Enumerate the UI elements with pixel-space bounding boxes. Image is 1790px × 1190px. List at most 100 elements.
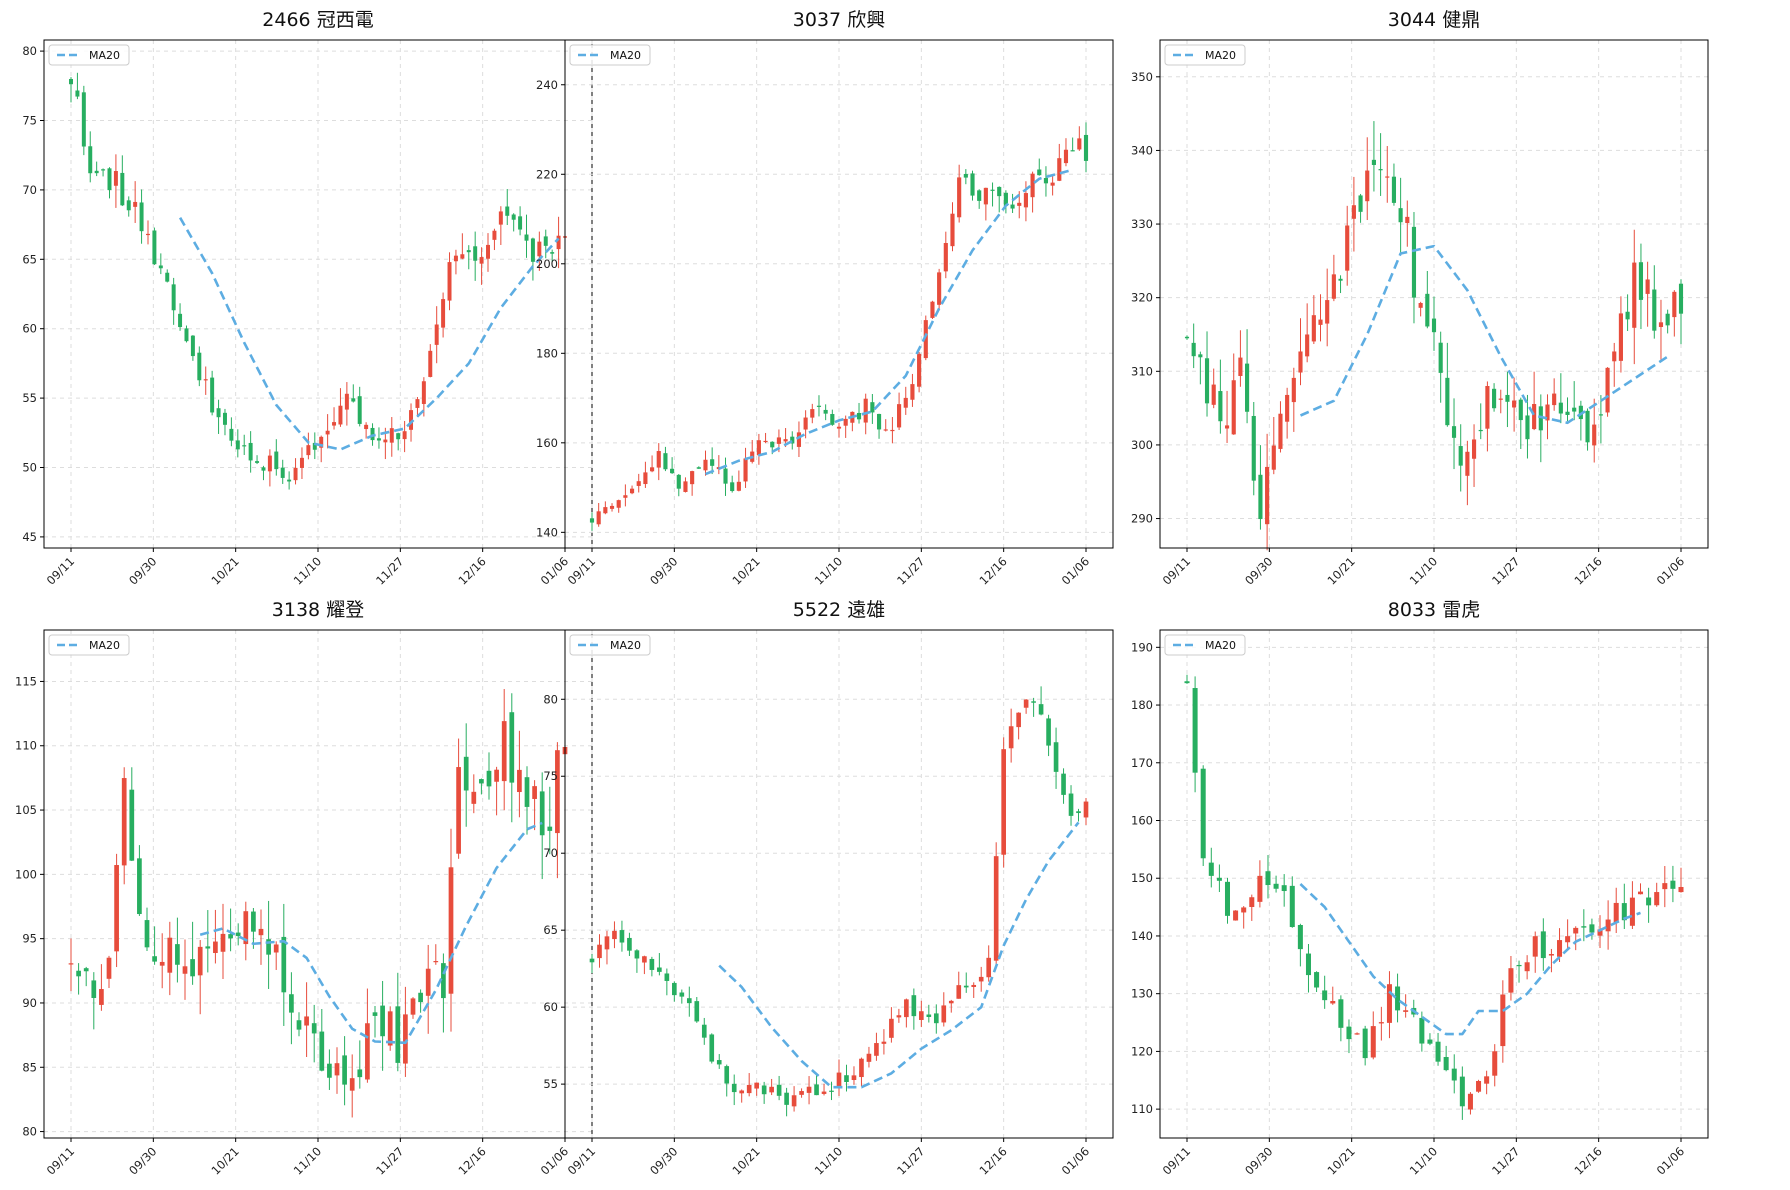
candle-body: [770, 441, 775, 448]
candle-body: [88, 146, 93, 174]
candle-body: [897, 404, 902, 428]
y-tick-label: 190: [1131, 640, 1153, 654]
candle-body: [970, 173, 975, 196]
candle-body: [94, 170, 99, 174]
candle-body: [167, 937, 173, 973]
candle-body: [950, 213, 955, 247]
candle-body: [1362, 1028, 1368, 1059]
candle-body: [636, 481, 641, 486]
candle-body: [1053, 742, 1059, 772]
candle-body: [387, 1011, 393, 1046]
candle-body: [389, 428, 394, 443]
y-tick-label: 310: [1131, 364, 1153, 378]
candle-body: [1023, 699, 1029, 708]
candle-body: [296, 1020, 302, 1030]
legend-box: [1164, 44, 1246, 66]
candle-body: [836, 1072, 842, 1089]
candle-body: [703, 459, 708, 471]
candle-body: [903, 397, 908, 408]
candle-body: [694, 1001, 700, 1022]
y-tick-label: 100: [15, 867, 37, 881]
candle-body: [1061, 773, 1066, 795]
y-tick-label: 140: [536, 525, 558, 539]
candle-body: [670, 468, 675, 474]
candle-body: [663, 453, 668, 470]
candle-body: [1485, 386, 1490, 429]
legend-box: [1164, 634, 1246, 656]
candle-body: [171, 284, 176, 311]
candle-body: [1658, 322, 1664, 328]
y-tick-label: 300: [1131, 438, 1153, 452]
candle-body: [1478, 429, 1483, 432]
candle-body: [145, 233, 150, 236]
x-tick-label: 10/21: [729, 554, 762, 587]
candle-body: [803, 417, 808, 430]
candle-body: [1192, 688, 1198, 773]
candle-body: [823, 409, 828, 414]
y-tick-label: 60: [22, 322, 37, 336]
candle-body: [159, 961, 165, 966]
y-tick-label: 340: [1131, 143, 1153, 157]
chart-panel-3: 3044 健鼎 290 300 310 320 330 340 350 09/11 09/30 10…: [1131, 0, 1749, 595]
candle-body: [843, 418, 848, 426]
candle-body: [1678, 886, 1684, 893]
candle-body: [372, 1012, 378, 1016]
candle-body: [686, 998, 692, 1004]
candle-body: [791, 1095, 797, 1107]
candle-body: [1476, 1080, 1482, 1092]
y-tick-label: 170: [1131, 756, 1153, 770]
candle-body: [1331, 274, 1336, 299]
candle-body: [1516, 964, 1522, 967]
candle-body: [1077, 138, 1082, 150]
candle-body: [1492, 388, 1497, 409]
candle-body: [1573, 927, 1579, 934]
legend-box: [569, 634, 651, 656]
x-tick-label: 12/16: [976, 1144, 1009, 1177]
candle-body: [1289, 885, 1295, 928]
y-tick-label: 80: [22, 1125, 37, 1139]
y-tick-label: 70: [22, 183, 37, 197]
candle-body: [1581, 926, 1587, 928]
x-tick-label: 09/11: [565, 554, 598, 587]
candle-body: [1258, 474, 1263, 520]
candle-body: [1208, 862, 1214, 876]
candle-body: [1076, 811, 1081, 814]
candle-body: [312, 442, 317, 450]
candle-body: [184, 328, 189, 342]
candle-body: [1532, 403, 1537, 430]
candle-body: [816, 405, 822, 407]
candle-body: [473, 246, 478, 261]
candle-body: [1211, 384, 1216, 405]
candle-body: [524, 777, 530, 807]
x-tick-label: 09/30: [1242, 554, 1275, 587]
candle-body: [137, 858, 142, 915]
candle-body: [643, 472, 648, 485]
candle-body: [267, 455, 272, 472]
y-tick-label: 85: [22, 1060, 37, 1074]
y-tick-label: 110: [1131, 1102, 1153, 1116]
x-tick-label: 11/10: [291, 1144, 324, 1177]
candle-body: [1438, 342, 1443, 373]
candle-body: [107, 168, 112, 191]
candle-body: [796, 432, 802, 447]
candle-body: [736, 481, 741, 491]
candle-body: [129, 789, 135, 861]
candle-body: [739, 1090, 745, 1094]
candle-body: [701, 1024, 707, 1038]
candle-body: [293, 467, 298, 481]
candle-body: [821, 1091, 827, 1094]
candle-body: [1395, 986, 1401, 1011]
candle-body: [1001, 749, 1006, 855]
candle-body: [926, 1014, 932, 1017]
candle-body: [619, 930, 625, 943]
candle-body: [1548, 954, 1554, 956]
candle-body: [649, 958, 655, 970]
x-tick-label: 09/11: [1160, 554, 1193, 587]
candle-body: [1191, 342, 1196, 357]
candle-body: [889, 1018, 894, 1038]
candle-body: [441, 963, 446, 999]
candle-body: [486, 770, 492, 787]
candle-body: [235, 440, 240, 450]
candle-body: [213, 941, 218, 954]
candle-body: [380, 1005, 385, 1037]
